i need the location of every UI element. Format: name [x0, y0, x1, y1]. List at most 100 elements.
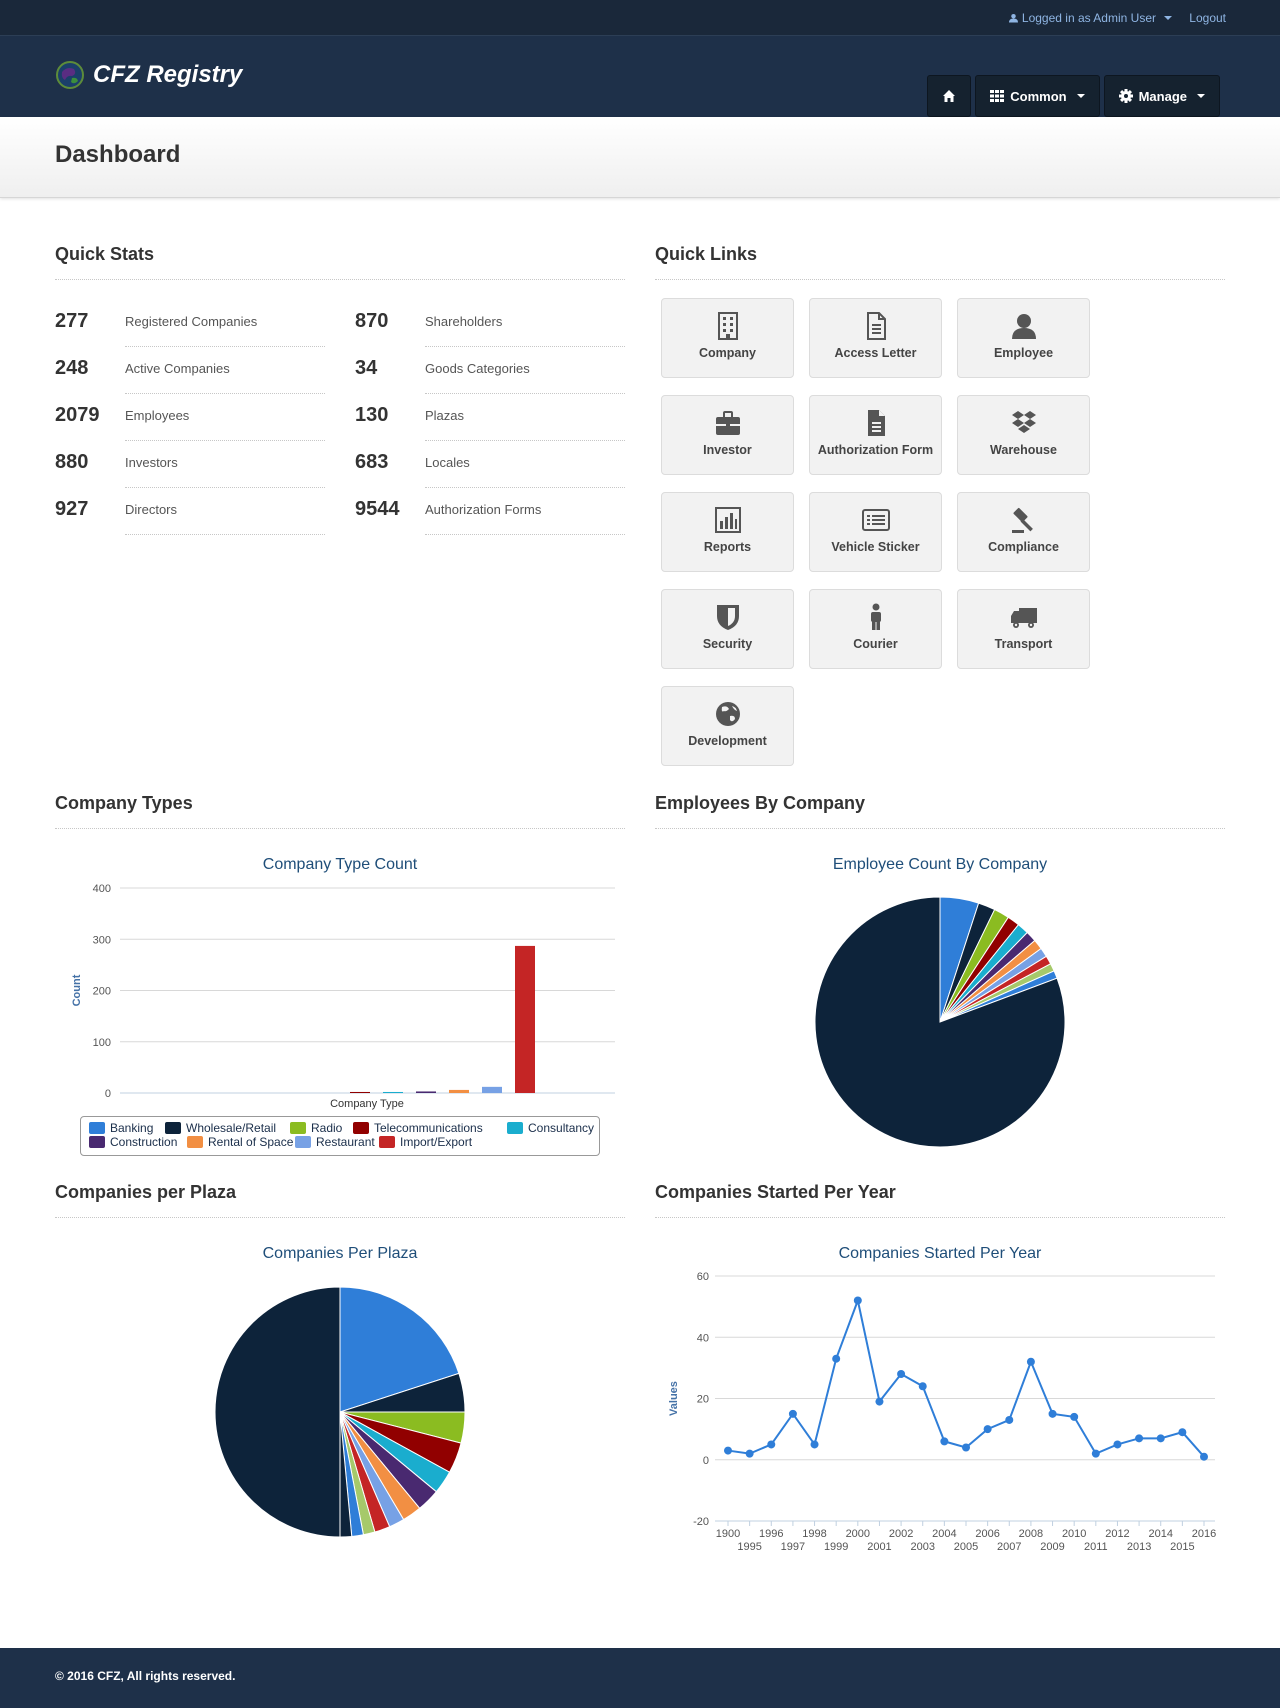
header: CFZ Registry Common [0, 36, 1280, 117]
quick-link-vehicle-sticker[interactable]: Vehicle Sticker [809, 492, 942, 572]
legend-item[interactable]: Consultancy [507, 1121, 594, 1135]
stat-divider [125, 487, 325, 488]
y-tick-label: 0 [703, 1455, 709, 1467]
quick-link-security[interactable]: Security [661, 589, 794, 669]
x-tick-label: 2014 [1148, 1528, 1172, 1540]
quick-link-courier[interactable]: Courier [809, 589, 942, 669]
stat-label: Investors [125, 455, 178, 470]
brand[interactable]: CFZ Registry [55, 60, 242, 90]
employee-pie-title: Employee Count By Company [832, 856, 1048, 873]
data-point [918, 1382, 927, 1391]
data-point [962, 1443, 970, 1452]
gear-icon [1118, 89, 1133, 103]
user-icon [1008, 13, 1018, 23]
data-point [875, 1397, 884, 1406]
globe-logo-icon [56, 61, 84, 89]
stat-divider [125, 440, 325, 441]
y-tick-label: 0 [105, 1088, 111, 1100]
quick-link-warehouse[interactable]: Warehouse [957, 395, 1090, 475]
x-tick-label: 2007 [997, 1541, 1021, 1553]
y-tick-label: 40 [697, 1332, 709, 1344]
y-tick-label: 400 [93, 883, 111, 895]
x-tick-label: 2015 [1170, 1541, 1194, 1553]
legend-swatch [379, 1136, 395, 1148]
legend-swatch [295, 1136, 311, 1148]
stat-label: Active Companies [125, 361, 230, 376]
truck-icon [1010, 608, 1037, 628]
quick-link-development[interactable]: Development [661, 686, 794, 766]
stat-label: Registered Companies [125, 314, 258, 329]
footer: © 2016 CFZ, All rights reserved. [0, 1648, 1280, 1708]
stat-value: 34 [355, 357, 378, 379]
quick-link-company[interactable]: Company [661, 298, 794, 378]
x-tick-label: 2005 [954, 1541, 978, 1553]
legend-label: Telecommunications [374, 1121, 483, 1135]
quick-link-investor[interactable]: Investor [661, 395, 794, 475]
stat-value: 248 [55, 357, 89, 379]
stat-item: 927 Directors [55, 488, 325, 535]
y-tick-label: 20 [697, 1394, 709, 1406]
quick-link-label: Investor [703, 443, 752, 457]
logout-link[interactable]: Logout [1189, 11, 1226, 25]
quick-link-label: Warehouse [990, 443, 1057, 457]
plaza-pie-title: Companies Per Plaza [262, 1245, 418, 1262]
quick-link-authorization-form[interactable]: Authorization Form [809, 395, 942, 475]
nav-buttons: Common Manage [927, 75, 1220, 117]
quick-links-title: Quick Links [655, 244, 758, 264]
user-menu[interactable]: Logged in as Admin User [1008, 11, 1172, 25]
x-tick-label: 2009 [1040, 1541, 1064, 1553]
briefcase-icon [715, 411, 740, 435]
legend-swatch [165, 1122, 181, 1134]
x-tick-label: 2000 [846, 1528, 870, 1540]
globe-icon [715, 702, 740, 726]
legend-item[interactable]: Telecommunications [353, 1121, 483, 1135]
stat-divider [125, 346, 325, 347]
legend-label: Construction [110, 1135, 178, 1149]
home-button[interactable] [927, 75, 972, 117]
data-point [1091, 1449, 1100, 1458]
legend-item[interactable]: Restaurant [295, 1135, 375, 1149]
legend-item[interactable]: Construction [89, 1135, 177, 1149]
quick-link-label: Authorization Form [817, 443, 934, 457]
x-tick-label: 1995 [737, 1541, 761, 1553]
y-tick-label: -20 [693, 1516, 709, 1528]
quick-link-transport[interactable]: Transport [957, 589, 1090, 669]
stat-divider [425, 346, 625, 347]
quick-link-employee[interactable]: Employee [957, 298, 1090, 378]
legend-item[interactable]: Import/Export [379, 1135, 472, 1149]
quick-link-label: Courier [853, 637, 898, 651]
companies-per-plaza-divider [55, 1217, 625, 1218]
data-point [1135, 1434, 1144, 1443]
quick-link-label: Development [688, 734, 767, 748]
stat-divider [125, 393, 325, 394]
x-tick-label: 1999 [824, 1541, 848, 1553]
stat-item: 130 Plazas [355, 394, 625, 441]
chevron-down-icon [1197, 94, 1205, 98]
legend-item[interactable]: Rental of Space [187, 1135, 293, 1149]
common-menu-button[interactable]: Common [975, 75, 1100, 117]
person-icon [870, 603, 881, 630]
legend-item[interactable]: Wholesale/Retail [165, 1121, 276, 1135]
manage-menu-button[interactable]: Manage [1103, 75, 1220, 117]
legend-swatch [89, 1136, 105, 1148]
stat-item: 683 Locales [355, 441, 625, 488]
series-line [727, 1296, 1205, 1458]
stat-divider [425, 534, 625, 535]
data-point [1048, 1409, 1057, 1418]
x-tick-label: 2006 [975, 1528, 999, 1540]
quick-links-divider [655, 279, 1225, 280]
quick-link-compliance[interactable]: Compliance [957, 492, 1090, 572]
x-tick-label: 2013 [1127, 1541, 1151, 1553]
data-point [853, 1296, 862, 1305]
legend-item[interactable]: Banking [89, 1121, 153, 1135]
quick-link-access-letter[interactable]: Access Letter [809, 298, 942, 378]
companies-started-divider [655, 1217, 1225, 1218]
user-icon [1011, 314, 1036, 339]
quick-link-reports[interactable]: Reports [661, 492, 794, 572]
data-point [897, 1370, 906, 1378]
data-point [1070, 1412, 1079, 1421]
company-types-divider [55, 828, 625, 829]
data-point [1178, 1428, 1187, 1437]
stat-item: 248 Active Companies [55, 347, 325, 394]
legend-item[interactable]: Radio [290, 1121, 342, 1135]
